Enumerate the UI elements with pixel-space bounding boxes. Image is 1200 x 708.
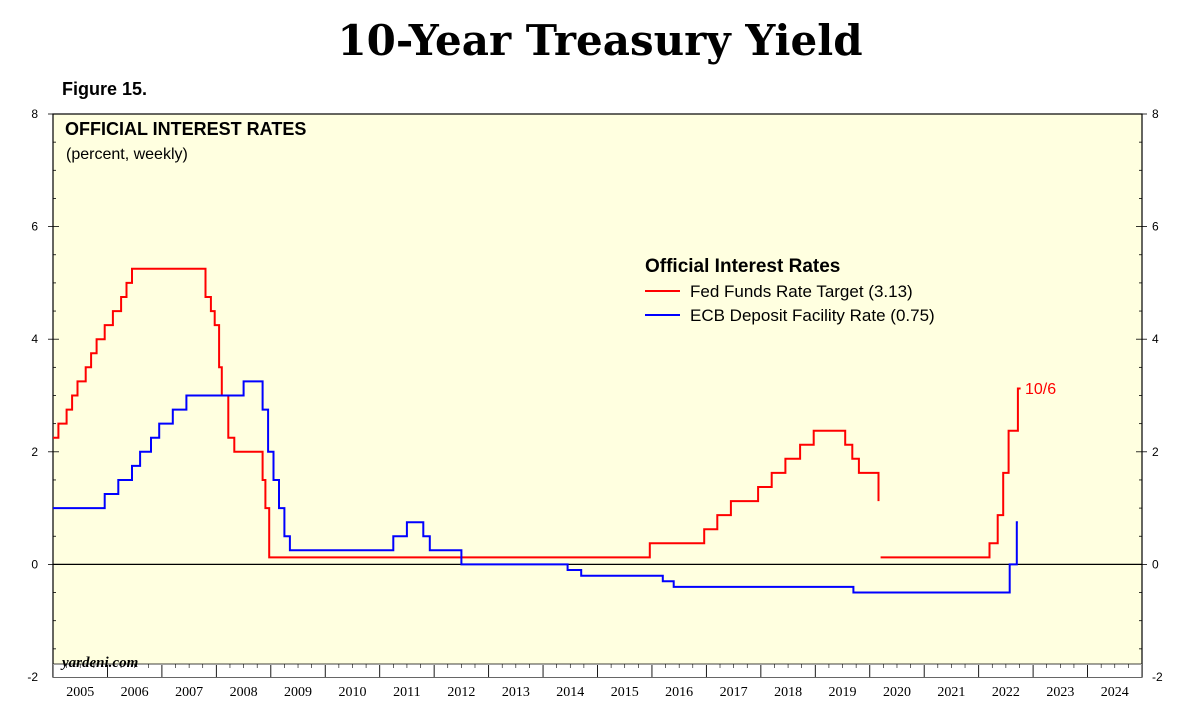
x-tick-label: 2020 [883, 685, 911, 700]
y-tick-label-right: 2 [1152, 445, 1159, 459]
x-tick-label: 2019 [829, 685, 857, 700]
y-tick-label-left: 2 [31, 445, 38, 459]
x-tick-label: 2023 [1046, 685, 1074, 700]
x-tick-label: 2007 [175, 685, 203, 700]
legend-entry-fed: Fed Funds Rate Target (3.13) [690, 282, 913, 301]
legend-entry-ecb: ECB Deposit Facility Rate (0.75) [690, 306, 935, 325]
x-tick-label: 2013 [502, 685, 530, 700]
y-tick-label-right: -2 [1152, 670, 1163, 684]
x-tick-label: 2008 [230, 685, 258, 700]
y-tick-label-left: 0 [31, 557, 38, 571]
page-title: 10-Year Treasury Yield [337, 16, 863, 65]
source-credit: yardeni.com [60, 655, 138, 671]
y-tick-label-left: -2 [27, 670, 38, 684]
y-tick-label-left: 6 [31, 220, 38, 234]
x-tick-label: 2010 [338, 685, 366, 700]
x-tick-label: 2021 [937, 685, 965, 700]
y-tick-label-right: 6 [1152, 220, 1159, 234]
figure-label: Figure 15. [62, 79, 148, 99]
y-tick-label-left: 4 [31, 332, 38, 346]
x-tick-label: 2018 [774, 685, 802, 700]
x-tick-label: 2009 [284, 685, 312, 700]
x-tick-label: 2022 [992, 685, 1020, 700]
x-tick-label: 2014 [556, 685, 584, 700]
x-tick-label: 2015 [611, 685, 639, 700]
y-tick-label-right: 4 [1152, 332, 1159, 346]
x-tick-label: 2024 [1101, 685, 1129, 700]
annotation-date: 10/6 [1025, 381, 1056, 398]
x-tick-label: 2017 [720, 685, 748, 700]
chart-title: OFFICIAL INTEREST RATES [65, 119, 306, 139]
chart-subtitle: (percent, weekly) [66, 146, 188, 163]
axis-ticks [48, 113, 1147, 677]
legend: Official Interest Rates Fed Funds Rate T… [645, 256, 935, 325]
x-tick-label: 2011 [393, 685, 420, 700]
y-axis-labels-right: -2 0 2 4 6 8 [1152, 107, 1163, 684]
x-axis-labels: 2005 2006 2007 2008 2009 2010 2011 2012 2013 2014… [66, 685, 1129, 700]
x-tick-label: 2005 [66, 685, 94, 700]
x-tick-label: 2012 [447, 685, 475, 700]
legend-title: Official Interest Rates [645, 256, 840, 277]
ecb-deposit-rate-line [53, 380, 1018, 594]
y-tick-label-right: 0 [1152, 557, 1159, 571]
fed-funds-rate-line-after-gap [880, 387, 1021, 559]
x-tick-label: 2006 [121, 685, 149, 700]
x-tick-label: 2016 [665, 685, 693, 700]
y-tick-label-left: 8 [31, 107, 38, 121]
y-tick-label-right: 8 [1152, 107, 1159, 121]
series-lines [53, 267, 1021, 594]
y-axis-labels-left: -2 0 2 4 6 8 [27, 107, 38, 684]
